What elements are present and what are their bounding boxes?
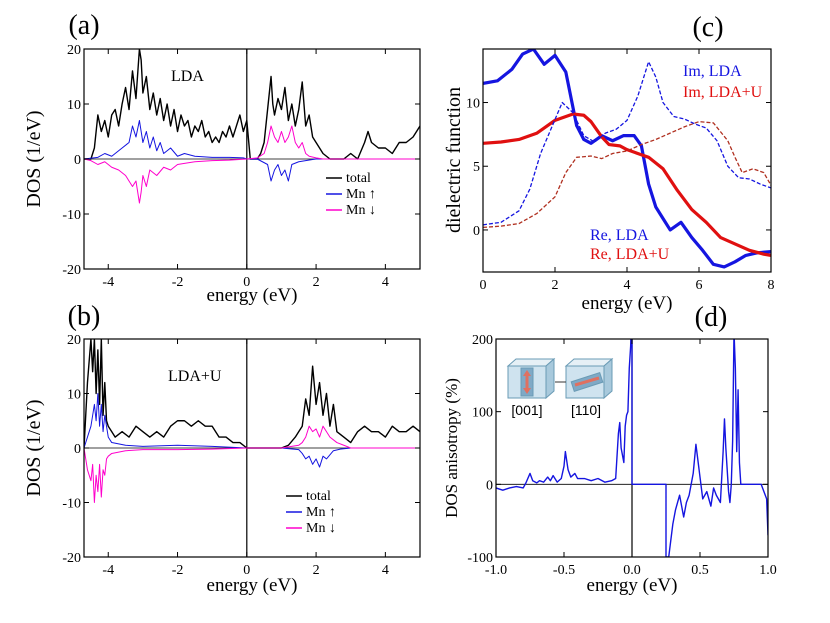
x-tick-label: -2	[172, 275, 184, 290]
x-tick-label: 4	[624, 278, 631, 293]
y-tick-label: -100	[467, 551, 493, 566]
y-tick-label: 0	[74, 442, 81, 457]
y-tick-label: 5	[473, 160, 480, 175]
series-mn-down	[84, 425, 420, 503]
series-mn-up	[84, 120, 420, 182]
x-tick-label: -4	[102, 563, 114, 578]
x-tick-label: 4	[382, 563, 389, 578]
x-tick-label: 2	[552, 278, 559, 293]
legend-label: Re, LDA+U	[590, 246, 670, 263]
x-axis-label: energy (eV)	[582, 293, 673, 314]
panel-c: 0 2 4 6 8 0 5 10 (c) energy (eV) dielectric functi…	[443, 12, 775, 314]
y-axis-label: dielectric function	[443, 87, 465, 233]
legend-label: Re, LDA	[590, 227, 649, 244]
x-tick-label: 2	[313, 563, 320, 578]
series-total	[84, 339, 420, 449]
panel-annotation: LDA+U	[168, 368, 222, 385]
series-mn-down	[84, 125, 420, 204]
arrow-head-icon	[523, 388, 531, 394]
legend-label: total	[346, 171, 371, 186]
y-tick-label: 10	[67, 388, 81, 403]
legend-label: total	[306, 489, 331, 504]
y-tick-label: 10	[67, 98, 81, 113]
y-tick-label: 10	[466, 97, 480, 112]
cube-side	[545, 357, 555, 400]
x-tick-label: 0.5	[691, 563, 709, 578]
series-re-lda-u	[483, 112, 771, 258]
series-re-lda	[483, 49, 771, 269]
series-total	[84, 49, 420, 160]
x-tick-label: 0	[243, 275, 250, 290]
panel-label: (b)	[68, 301, 101, 332]
y-tick-label: 0	[473, 224, 480, 239]
legend-label: Mn ↓	[306, 521, 336, 536]
y-tick-label: -10	[62, 208, 81, 223]
x-tick-label: -2	[172, 563, 184, 578]
panel-label: (d)	[695, 302, 728, 333]
y-axis-label: DOS (1/eV)	[23, 110, 45, 207]
x-axis-label: energy (eV)	[207, 575, 298, 596]
anisotropy-inset: [001] [110]	[506, 357, 614, 418]
x-axis-label: energy (eV)	[587, 575, 678, 596]
legend-label: Mn ↑	[306, 505, 336, 520]
panel-annotation: LDA	[171, 68, 204, 85]
series-im-lda-u	[483, 120, 771, 229]
legend-label: Mn ↑	[346, 187, 376, 202]
panel-label: (a)	[68, 10, 99, 41]
y-tick-label: 20	[67, 43, 81, 58]
x-tick-label: 0	[243, 563, 250, 578]
x-tick-label: 6	[696, 278, 703, 293]
series-anisotropy	[496, 339, 768, 557]
x-tick-label: 0	[480, 278, 487, 293]
x-tick-label: 1.0	[759, 563, 777, 578]
series-im-lda	[483, 61, 771, 226]
x-tick-label: -0.5	[553, 563, 575, 578]
y-tick-label: -20	[62, 551, 81, 566]
cube-side	[603, 357, 613, 400]
panel-label: (c)	[692, 12, 723, 43]
legend-label: Im, LDA	[683, 63, 742, 80]
x-tick-label: 0.0	[623, 563, 641, 578]
x-tick-label: -1.0	[485, 563, 507, 578]
x-tick-label: 2	[313, 275, 320, 290]
panel-d: -1.0 -0.5 0.0 0.5 1.0 -100 0 100 200 (d) energy (e…	[442, 302, 777, 596]
x-tick-label: 4	[382, 275, 389, 290]
spin-arrow-icon	[574, 376, 600, 387]
y-tick-label: -20	[62, 263, 81, 278]
y-tick-label: 0	[74, 153, 81, 168]
y-tick-label: 200	[472, 333, 493, 348]
y-tick-label: 20	[67, 333, 81, 348]
x-tick-label: 8	[768, 278, 775, 293]
legend-label: Im, LDA+U	[683, 84, 763, 101]
y-tick-label: -10	[62, 497, 81, 512]
y-tick-label: 100	[472, 406, 493, 421]
legend-label: Mn ↓	[346, 203, 376, 218]
y-axis-label: DOS anisotropy (%)	[442, 378, 461, 518]
inset-label-001: [001]	[511, 402, 542, 418]
x-axis-label: energy (eV)	[207, 285, 298, 306]
x-tick-label: -4	[102, 275, 114, 290]
inset-label-110: [110]	[571, 402, 601, 418]
y-axis-label: DOS (1/eV)	[23, 399, 45, 496]
y-tick-label: 0	[486, 478, 493, 493]
arrow-head-icon	[523, 370, 531, 376]
